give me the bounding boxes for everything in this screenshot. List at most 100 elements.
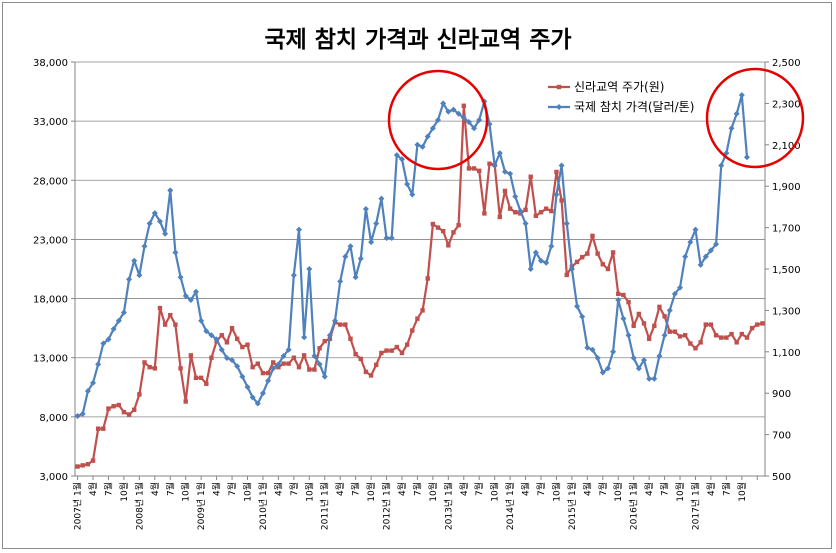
legend-label: 신라교역 주가(원) [574,80,664,94]
left-axis-tick-label: 23,000 [33,235,68,246]
left-axis-tick-label: 18,000 [33,295,68,306]
data-point [260,370,266,376]
data-point [120,309,127,316]
data-point [640,357,647,364]
data-point [657,304,662,310]
data-point [389,348,394,353]
x-axis-tick-label: 10월 [180,482,192,502]
data-point [733,110,740,117]
data-point [178,366,183,371]
legend-marker [556,104,562,110]
data-point [213,336,220,343]
data-point [152,366,158,371]
data-point [121,409,127,415]
x-axis-tick-label: 2017년 1월 [689,482,701,530]
data-point [688,341,693,346]
data-point [157,305,163,311]
x-axis-tick-label: 10월 [118,482,130,502]
data-point [491,162,498,169]
data-point [337,278,344,285]
data-point [584,344,591,351]
x-axis-tick-label: 7월 [102,482,114,496]
data-point [358,356,363,362]
data-point [739,331,745,337]
x-axis-tick-label: 7월 [473,482,485,496]
x-axis-tick-label: 4월 [149,482,161,496]
data-point [352,274,359,281]
data-point [615,297,622,304]
data-point [198,317,205,324]
x-axis-tick-label: 4월 [705,482,717,496]
data-point [368,239,375,246]
data-point [79,410,86,417]
data-point [666,307,673,314]
data-point [728,125,735,132]
data-point [75,464,80,469]
data-point [713,333,719,338]
left-axis-tick-label: 28,000 [33,176,68,187]
data-point [496,150,503,157]
x-axis-tick-label: 2010년 1월 [257,482,269,530]
data-point [527,266,534,272]
data-point [564,272,569,278]
data-point [307,367,312,372]
right-axis-tick-label: 700 [772,431,791,442]
data-point [393,152,400,159]
data-point [595,251,600,256]
x-axis-tick-label: 7월 [164,482,176,496]
data-point [234,363,241,370]
data-point [662,314,667,319]
x-axis-tick-label: 4월 [87,482,99,496]
data-point [625,332,632,339]
data-point [295,226,302,233]
data-point [85,461,91,467]
data-point [296,364,302,370]
data-point [136,272,143,279]
x-axis-tick-label: 10월 [612,482,624,502]
left-axis-tick-label: 33,000 [33,117,68,128]
data-point [420,308,425,313]
data-point [271,360,276,365]
data-point [646,336,652,341]
data-point [326,332,333,339]
data-point [501,168,508,175]
data-point [667,329,672,334]
data-point [245,342,250,347]
data-point [316,361,323,368]
x-axis-tick-label: 4월 [520,482,532,496]
data-point [280,352,287,359]
data-point [517,208,524,215]
x-axis-tick-label: 2016년 1월 [628,482,640,530]
data-point [538,257,545,264]
right-axis-tick-label: 500 [772,472,791,483]
data-point [311,352,318,359]
data-point [466,166,472,171]
x-axis-tick-label: 4월 [643,482,655,496]
data-point [590,233,595,239]
data-point [173,322,178,327]
data-point [687,239,694,246]
data-point [698,340,703,345]
data-point [744,335,750,340]
data-point [738,92,745,99]
x-axis-tick-label: 10월 [489,482,501,502]
data-point [286,361,291,366]
x-axis-tick-label: 4월 [581,482,593,496]
left-axis-tick-label: 13,000 [33,354,68,365]
legend-label: 국제 참치 가격(달러/톤) [574,100,694,114]
data-point [290,272,297,279]
series-layer [74,92,765,469]
data-point [270,365,277,372]
data-point [218,346,225,353]
data-point [507,170,514,177]
data-point [301,353,307,358]
x-axis-tick-label: 10월 [365,482,377,502]
data-point [702,253,709,260]
data-point [374,362,379,368]
data-point [223,355,230,362]
data-point [404,181,411,188]
data-point [616,291,621,297]
data-point [585,251,590,256]
x-axis-tick-label: 7월 [535,482,547,496]
x-axis-tick-label: 2011년 1월 [319,482,331,530]
